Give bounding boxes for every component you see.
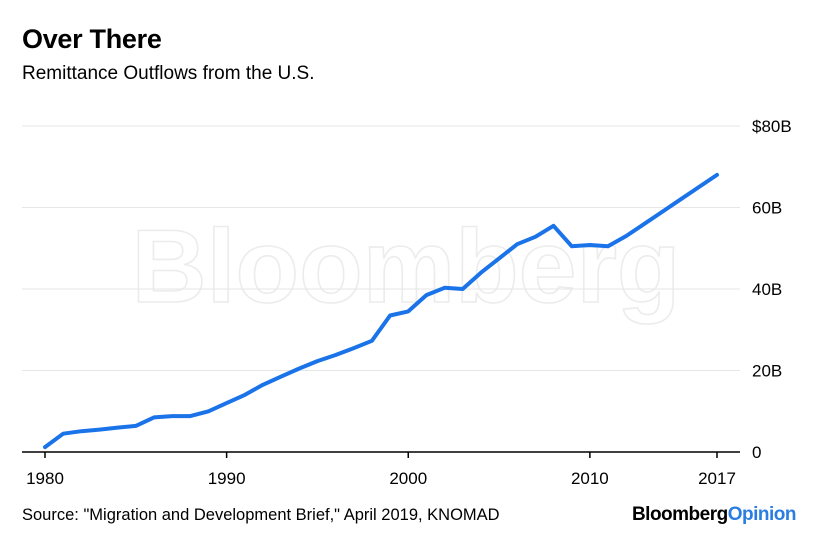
y-tick-label: $80B <box>752 117 792 136</box>
data-point <box>316 360 318 362</box>
x-axis: 1980 1990 2000 2010 2017 <box>22 451 740 488</box>
data-point <box>589 244 591 246</box>
x-tick-label: 2017 <box>698 469 736 488</box>
data-point <box>262 384 264 386</box>
data-point <box>208 410 209 412</box>
data-point <box>425 294 427 296</box>
data-point <box>353 347 355 349</box>
data-point <box>444 287 446 289</box>
chart-title: Over There <box>22 24 162 54</box>
data-point <box>698 186 700 188</box>
y-tick-label: 0 <box>752 443 761 462</box>
data-point <box>189 415 191 417</box>
data-point <box>680 198 682 200</box>
data-point <box>244 394 246 396</box>
y-tick-label: 40B <box>752 280 782 299</box>
x-tick-label: 1980 <box>26 469 64 488</box>
source-note: Source: "Migration and Development Brief… <box>22 506 500 524</box>
data-point <box>80 430 82 432</box>
y-tick-label: 60B <box>752 199 782 218</box>
data-point <box>153 416 155 418</box>
remittance-outflows-line <box>43 172 719 450</box>
data-point <box>226 402 228 404</box>
data-point <box>389 315 391 316</box>
data-point <box>171 415 173 417</box>
data-point <box>44 446 46 448</box>
data-point <box>335 354 337 356</box>
line-chart: Bloomberg 1980 1990 2000 2010 2017 0 20B 40B 60… <box>22 117 792 488</box>
data-point <box>280 376 282 378</box>
x-tick-label: 1990 <box>208 469 246 488</box>
data-point <box>643 223 645 225</box>
data-point <box>135 425 137 427</box>
x-tick-label: 2000 <box>389 469 427 488</box>
data-point <box>407 310 409 312</box>
data-point <box>117 427 119 429</box>
brand-opinion: Opinion <box>727 504 797 525</box>
gridlines <box>22 125 740 371</box>
data-point <box>298 368 300 369</box>
data-point <box>516 243 518 245</box>
data-point <box>462 288 464 290</box>
data-point <box>62 433 64 435</box>
data-point <box>99 429 100 431</box>
bloomberg-watermark: Bloomberg <box>132 209 681 325</box>
data-point <box>571 245 573 247</box>
data-point <box>534 236 536 238</box>
brand-bloomberg: Bloomberg <box>631 504 728 525</box>
data-point <box>607 245 609 247</box>
data-point <box>716 174 718 176</box>
chart-subtitle: Remittance Outflows from the U.S. <box>22 63 315 84</box>
bloomberg-opinion-logo: BloombergOpinion <box>631 504 797 526</box>
data-point <box>625 235 627 237</box>
y-tick-label: 20B <box>752 362 782 381</box>
x-tick-label: 2010 <box>571 469 609 488</box>
data-point <box>371 340 373 342</box>
y-axis-labels: 0 20B 40B 60B $80B <box>752 117 792 462</box>
data-point <box>498 257 500 259</box>
data-point <box>553 225 554 227</box>
data-point <box>662 211 663 213</box>
series-layer <box>43 172 719 450</box>
data-point <box>480 272 482 274</box>
